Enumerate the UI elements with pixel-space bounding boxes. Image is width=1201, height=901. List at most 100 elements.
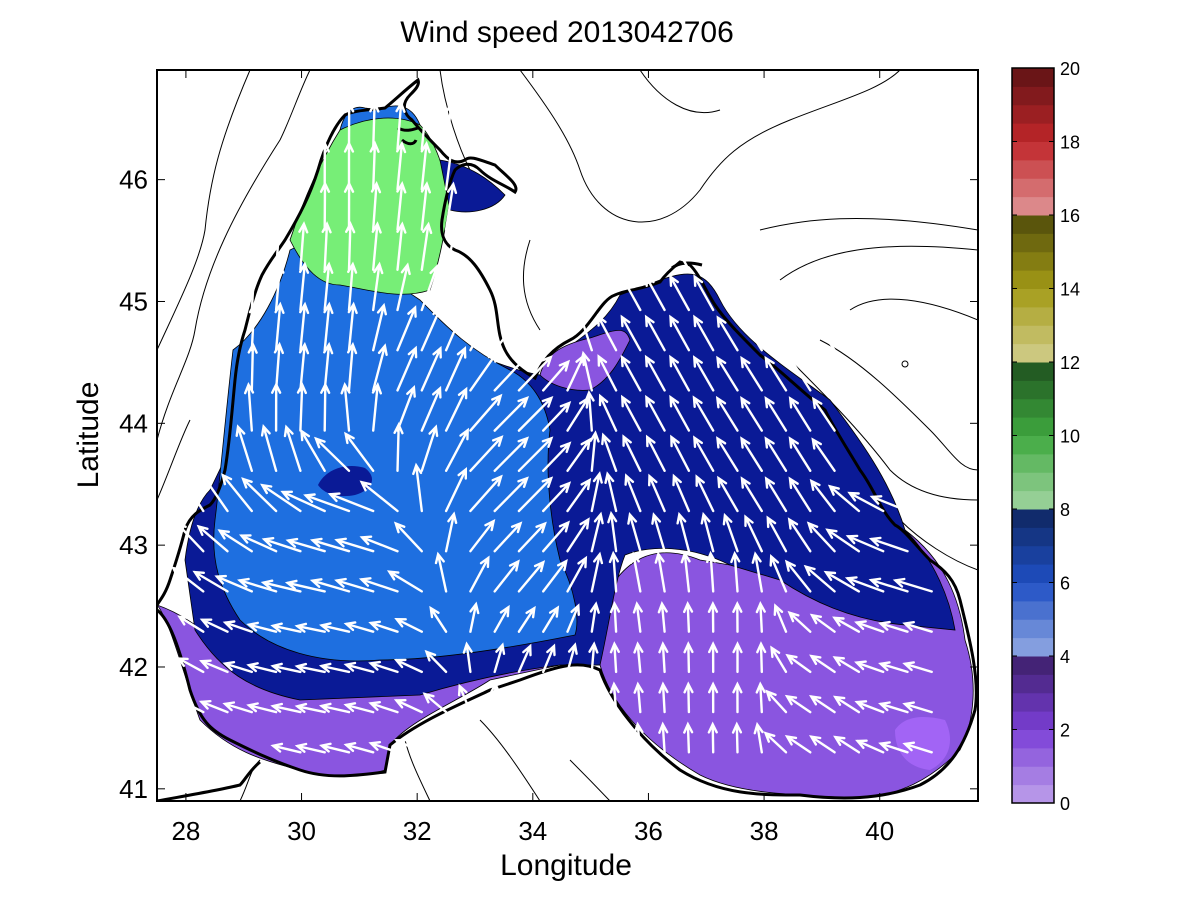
wind-vector <box>420 345 442 392</box>
wind-vector <box>676 511 691 553</box>
wind-vector <box>343 621 375 633</box>
wind-vector <box>633 681 644 714</box>
wind-vector <box>590 511 604 553</box>
wind-vector <box>199 618 229 633</box>
wind-vector <box>764 275 788 312</box>
wind-vector <box>693 435 715 472</box>
x-tick-label: 30 <box>287 816 316 846</box>
land-contour-lines <box>157 70 978 801</box>
wind-vector <box>658 681 669 714</box>
wind-vector <box>517 476 554 513</box>
wind-vector <box>811 437 836 472</box>
wind-vector <box>854 620 885 633</box>
wind-vector <box>878 741 909 754</box>
colorbar-band <box>1012 692 1054 712</box>
colorbar-band <box>1012 417 1054 436</box>
wind-vector <box>493 436 530 472</box>
wind-vector <box>444 181 458 231</box>
wind-vector <box>731 721 743 754</box>
wind-vector <box>622 434 642 472</box>
wind-vector <box>493 354 529 392</box>
wind-vector <box>517 560 546 593</box>
colorbar-band <box>1012 509 1054 528</box>
wind-vector <box>644 354 666 392</box>
colorbar-band <box>1012 729 1054 749</box>
wind-vector <box>598 393 618 432</box>
wind-vector <box>669 274 691 312</box>
wind-vector <box>235 424 253 472</box>
wind-vector <box>238 534 278 553</box>
wind-vector <box>368 620 399 633</box>
wind-vector <box>566 437 592 472</box>
wind-vector <box>669 234 691 271</box>
wind-vector <box>469 519 496 553</box>
x-tick-label: 36 <box>634 816 663 846</box>
wind-vector <box>827 484 861 513</box>
colorbar: 0 2 4 6 8 10 12 14 16 18 20 <box>1011 59 1080 814</box>
wind-vector <box>192 570 229 593</box>
y-tick-label: 43 <box>119 530 148 560</box>
wind-vector <box>314 436 351 472</box>
wind-vector <box>566 603 580 633</box>
wind-vector <box>444 427 469 472</box>
wind-vector <box>344 100 355 151</box>
chart-title: Wind speed 2013042706 <box>400 16 734 49</box>
wind-vector <box>766 515 788 553</box>
wind-vector <box>469 393 503 432</box>
wind-vector <box>394 739 423 754</box>
contour-islet <box>901 360 909 368</box>
wind-vector <box>323 261 334 312</box>
wind-vector <box>708 641 719 674</box>
colorbar-tick-label: 18 <box>1060 133 1080 153</box>
wind-vector <box>294 742 326 754</box>
wind-vector <box>620 314 642 352</box>
wind-vector <box>832 695 861 714</box>
colorbar-tick-label: 14 <box>1060 280 1080 300</box>
wind-vector <box>469 350 499 392</box>
wind-vector <box>740 436 763 472</box>
colorbar-band <box>1012 270 1054 289</box>
wind-vector <box>740 315 763 352</box>
wind-vector <box>260 483 302 513</box>
wind-vector <box>372 261 384 312</box>
wind-vector <box>902 701 933 714</box>
wind-vector <box>607 510 618 553</box>
wind-vector <box>386 570 423 593</box>
wind-vector <box>319 742 351 754</box>
wind-vector <box>590 471 603 513</box>
wind-vector <box>608 550 619 593</box>
wind-vector <box>469 307 494 352</box>
wind-vector <box>707 721 718 754</box>
wind-vector <box>517 682 529 714</box>
wind-vector <box>811 396 836 432</box>
wind-vector <box>788 436 812 472</box>
wind-vector <box>371 382 382 432</box>
wind-vector <box>577 311 593 352</box>
wind-vector <box>589 430 600 472</box>
x-tick-label: 40 <box>865 816 894 846</box>
wind-vector <box>517 605 536 633</box>
wind-vector <box>717 475 739 513</box>
wind-vector <box>620 394 642 432</box>
wind-vector <box>812 275 836 312</box>
wind-vector <box>812 316 836 352</box>
wind-vector <box>764 396 788 432</box>
wind-vector <box>462 641 473 674</box>
wind-vector <box>658 641 669 674</box>
colorbar-tick-label: 12 <box>1060 353 1080 373</box>
wind-vector <box>372 343 388 392</box>
colorbar-tick-label: 0 <box>1060 794 1070 814</box>
wind-vector <box>422 692 448 714</box>
wind-vector <box>369 100 380 151</box>
wind-vector <box>542 481 572 513</box>
x-tick-label: 34 <box>518 816 547 846</box>
wind-vector <box>604 471 618 513</box>
wind-vector <box>175 521 205 553</box>
wind-vector <box>393 658 423 674</box>
colorbar-tick-label: 4 <box>1060 647 1070 667</box>
wind-vector <box>715 395 739 432</box>
wind-vector <box>627 512 642 553</box>
wind-vector <box>221 473 253 513</box>
wind-vector <box>787 610 812 633</box>
wind-vector <box>199 659 229 674</box>
